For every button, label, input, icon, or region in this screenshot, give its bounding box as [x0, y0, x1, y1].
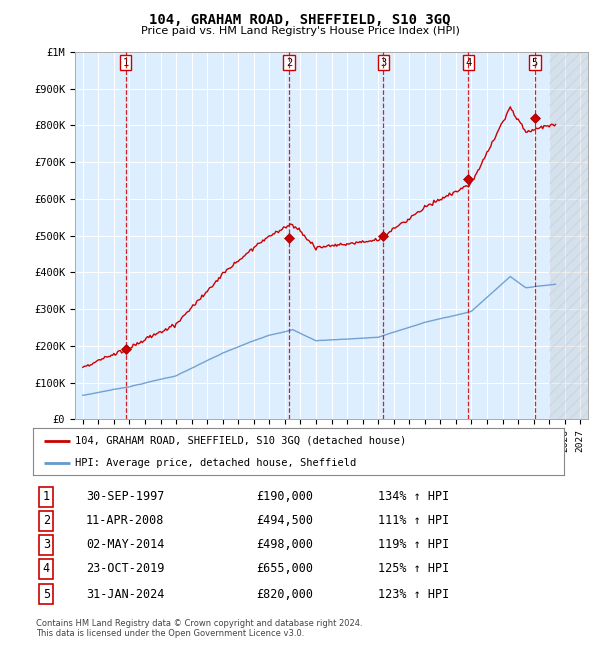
Text: 4: 4	[43, 562, 50, 575]
Text: 4: 4	[466, 57, 472, 68]
Text: 31-JAN-2024: 31-JAN-2024	[86, 588, 164, 601]
Text: 2: 2	[286, 57, 292, 68]
Text: £820,000: £820,000	[256, 588, 313, 601]
Text: 2: 2	[43, 515, 50, 528]
Text: 5: 5	[532, 57, 538, 68]
Text: 1: 1	[43, 491, 50, 504]
Text: 104, GRAHAM ROAD, SHEFFIELD, S10 3GQ: 104, GRAHAM ROAD, SHEFFIELD, S10 3GQ	[149, 13, 451, 27]
Text: 1: 1	[122, 57, 128, 68]
Text: 11-APR-2008: 11-APR-2008	[86, 515, 164, 528]
Text: 02-MAY-2014: 02-MAY-2014	[86, 538, 164, 551]
Text: 125% ↑ HPI: 125% ↑ HPI	[378, 562, 449, 575]
Text: 5: 5	[43, 588, 50, 601]
Text: 111% ↑ HPI: 111% ↑ HPI	[378, 515, 449, 528]
Text: £190,000: £190,000	[256, 491, 313, 504]
Text: Contains HM Land Registry data © Crown copyright and database right 2024.
This d: Contains HM Land Registry data © Crown c…	[36, 619, 362, 638]
Text: 134% ↑ HPI: 134% ↑ HPI	[378, 491, 449, 504]
Text: 30-SEP-1997: 30-SEP-1997	[86, 491, 164, 504]
Text: 3: 3	[43, 538, 50, 551]
Text: 123% ↑ HPI: 123% ↑ HPI	[378, 588, 449, 601]
Text: £498,000: £498,000	[256, 538, 313, 551]
Text: 3: 3	[380, 57, 386, 68]
Text: £494,500: £494,500	[256, 515, 313, 528]
Text: Price paid vs. HM Land Registry's House Price Index (HPI): Price paid vs. HM Land Registry's House …	[140, 26, 460, 36]
Text: 104, GRAHAM ROAD, SHEFFIELD, S10 3GQ (detached house): 104, GRAHAM ROAD, SHEFFIELD, S10 3GQ (de…	[76, 436, 407, 446]
Text: £655,000: £655,000	[256, 562, 313, 575]
Bar	[549, 52, 588, 419]
Text: 23-OCT-2019: 23-OCT-2019	[86, 562, 164, 575]
Text: 119% ↑ HPI: 119% ↑ HPI	[378, 538, 449, 551]
Text: HPI: Average price, detached house, Sheffield: HPI: Average price, detached house, Shef…	[76, 458, 357, 468]
